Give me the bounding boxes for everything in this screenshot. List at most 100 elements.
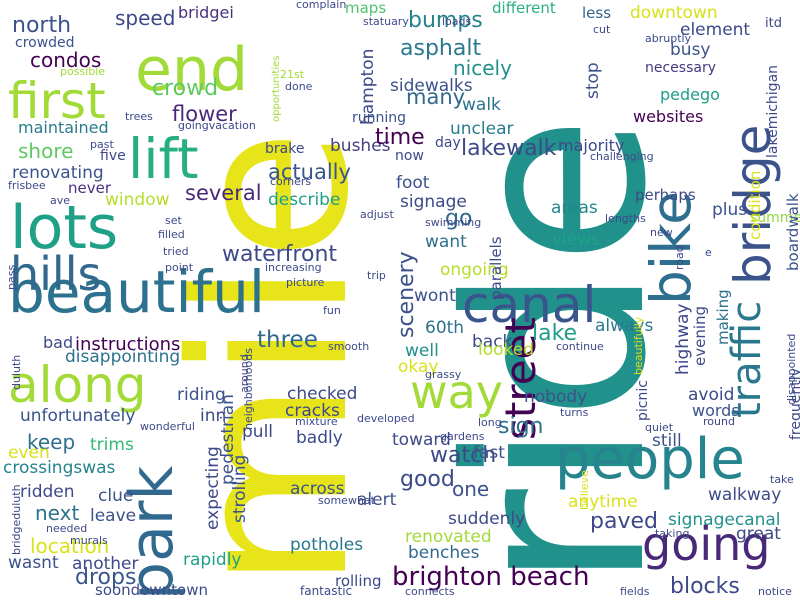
word-106: anytime [568,492,638,512]
word-75: disappointing [65,347,180,367]
word-153: cut [593,23,611,36]
word-19: north [12,13,71,38]
word-183: smooth [328,340,369,353]
word-41: websites [633,107,703,126]
word-16: going [642,517,770,571]
word-79: checked [287,384,357,404]
word-112: wasnt [8,553,59,573]
word-90: watch [430,443,496,468]
word-132: scenery [394,251,419,338]
word-155: possible [60,65,105,78]
word-162: brake [265,141,304,157]
word-188: quiet [645,421,674,434]
word-114: rapidly [183,550,242,570]
word-10: people [555,427,745,492]
word-44: unclear [450,119,513,139]
word-51: actually [268,160,351,184]
word-34: necessary [645,60,716,76]
word-0: ride [415,115,700,590]
word-176: picture [286,276,325,289]
word-61: summer [750,210,800,226]
word-129: condition [746,171,764,240]
word-115: potholes [290,535,363,555]
word-13: bridge [724,125,782,285]
word-185: grassy [425,368,462,381]
word-187: turns [560,406,589,419]
word-35: crowd [152,76,218,101]
word-101: walkway [708,485,781,505]
word-110: great [736,524,781,544]
word-37: pedego [660,85,720,104]
word-150: road [673,245,686,270]
word-43: running [352,110,406,126]
word-182: trip [367,269,386,282]
word-119: soondowntown [95,581,208,599]
word-146: pass [5,265,18,290]
word-151: statuary [363,15,409,28]
word-144: bridgeduluth [10,484,23,555]
word-134: highway [673,304,693,375]
word-97: ridden [20,482,75,502]
word-125: hampton [358,49,378,125]
word-74: bad [43,333,73,352]
word-180: e [705,246,712,259]
word-30: condos [30,48,101,72]
word-57: window [105,190,170,210]
word-28: itd [765,16,782,31]
word-122: connects [405,585,455,598]
word-160: past [90,138,114,151]
word-11: canal [462,276,596,334]
word-50: renovating [12,163,104,183]
word-71: three [257,327,318,353]
word-99: alert [357,490,397,510]
word-124: notice [758,585,792,598]
word-148: beautifully [632,316,645,375]
word-82: unfortunately [20,406,135,426]
word-107: location [30,534,109,558]
word-118: blocks [670,574,740,599]
word-60: plus [712,200,747,220]
word-2: beautiful [8,258,265,326]
word-171: tried [163,245,189,258]
word-17: way [410,365,503,419]
word-27: element [680,20,750,40]
word-78: riding [177,385,226,405]
word-175: increasing [265,261,322,274]
word-45: shore [18,139,73,163]
word-199: taking [655,527,689,540]
word-143: around [238,354,251,393]
word-63: want [425,232,467,252]
word-24: different [492,0,556,17]
word-67: lake [532,321,577,346]
word-127: stop [583,62,603,99]
word-179: new [650,226,673,239]
word-105: suddenly [448,509,525,529]
word-136: pedestrian [218,394,238,485]
word-70: instructions [75,334,180,355]
word-33: busy [670,40,710,60]
word-178: lengths [605,212,646,225]
word-149: believe [578,470,591,510]
word-184: continue [556,340,604,353]
word-186: long [478,416,502,429]
word-48: lakewalk [461,136,557,161]
word-197: needed [46,522,87,535]
word-93: crossingswas [3,458,116,478]
word-7: park [117,465,187,600]
word-181: fun [323,304,341,317]
word-168: ave [50,194,70,207]
word-137: expecting [203,446,223,530]
word-190: wonderful [140,420,195,433]
word-140: frequently [788,368,800,440]
word-88: trims [90,435,134,455]
word-42: maintained [18,118,109,137]
word-80: nobody [524,387,587,407]
word-147: disappointed [785,334,798,405]
word-92: still [652,431,682,451]
word-83: inn [200,406,226,426]
word-66: wont [414,286,456,306]
word-81: avoid [688,385,734,405]
word-165: now [395,148,424,164]
